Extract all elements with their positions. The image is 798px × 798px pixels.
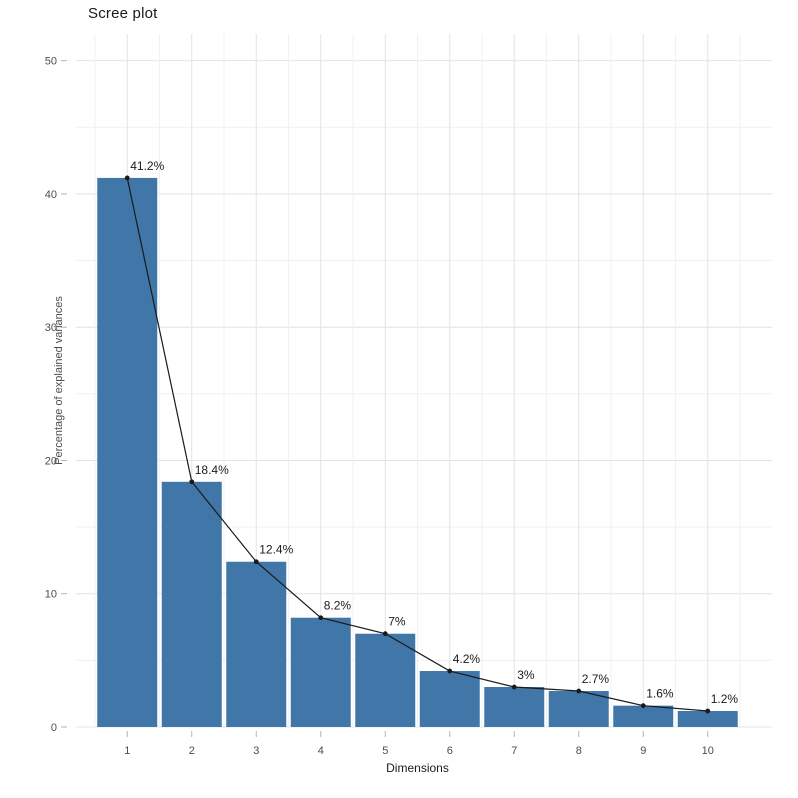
y-tick-label: 30 bbox=[45, 322, 57, 334]
bar bbox=[290, 617, 351, 727]
x-tick-label: 2 bbox=[189, 745, 195, 757]
point-label: 12.4% bbox=[259, 543, 293, 557]
point-label: 7% bbox=[388, 615, 406, 629]
data-point bbox=[447, 668, 453, 674]
variance-line bbox=[126, 177, 708, 712]
point-label: 1.6% bbox=[646, 687, 674, 701]
data-point bbox=[640, 703, 646, 709]
x-tick-label: 6 bbox=[447, 745, 453, 757]
bar bbox=[161, 481, 222, 727]
bar bbox=[419, 671, 480, 727]
bar bbox=[355, 633, 416, 727]
x-axis-label: Dimensions bbox=[386, 761, 449, 775]
data-point bbox=[382, 631, 388, 637]
x-tick-label: 1 bbox=[124, 745, 130, 757]
y-tick-label: 20 bbox=[45, 455, 57, 467]
bar bbox=[484, 687, 545, 727]
data-point bbox=[124, 175, 130, 181]
data-point bbox=[253, 559, 259, 565]
y-tick-label: 10 bbox=[45, 589, 57, 601]
bar bbox=[97, 177, 158, 727]
y-axis-label: Percentage of explained variances bbox=[53, 296, 65, 465]
point-label: 18.4% bbox=[195, 463, 229, 477]
data-point bbox=[511, 684, 517, 690]
point-label: 4.2% bbox=[453, 652, 481, 666]
data-point bbox=[318, 615, 324, 621]
bar bbox=[548, 691, 609, 727]
data-point bbox=[576, 688, 582, 694]
point-label: 2.7% bbox=[582, 672, 610, 686]
chart-title: Scree plot bbox=[88, 5, 158, 22]
bar bbox=[613, 705, 674, 727]
point-label: 3% bbox=[517, 668, 535, 682]
x-tick-label: 5 bbox=[382, 745, 388, 757]
x-tick-label: 7 bbox=[511, 745, 517, 757]
y-tick-label: 0 bbox=[51, 722, 57, 734]
point-label: 8.2% bbox=[324, 599, 352, 613]
point-label: 41.2% bbox=[130, 159, 164, 173]
y-tick-label: 40 bbox=[45, 189, 57, 201]
x-tick-label: 3 bbox=[253, 745, 259, 757]
y-tick-label: 50 bbox=[45, 56, 57, 68]
data-point bbox=[189, 479, 195, 485]
point-label: 1.2% bbox=[711, 692, 739, 706]
x-tick-label: 8 bbox=[576, 745, 582, 757]
x-tick-label: 10 bbox=[702, 745, 714, 757]
bar bbox=[226, 561, 287, 727]
x-tick-label: 9 bbox=[640, 745, 646, 757]
bar bbox=[677, 711, 738, 727]
x-tick-label: 4 bbox=[318, 745, 324, 757]
data-point bbox=[705, 708, 711, 714]
